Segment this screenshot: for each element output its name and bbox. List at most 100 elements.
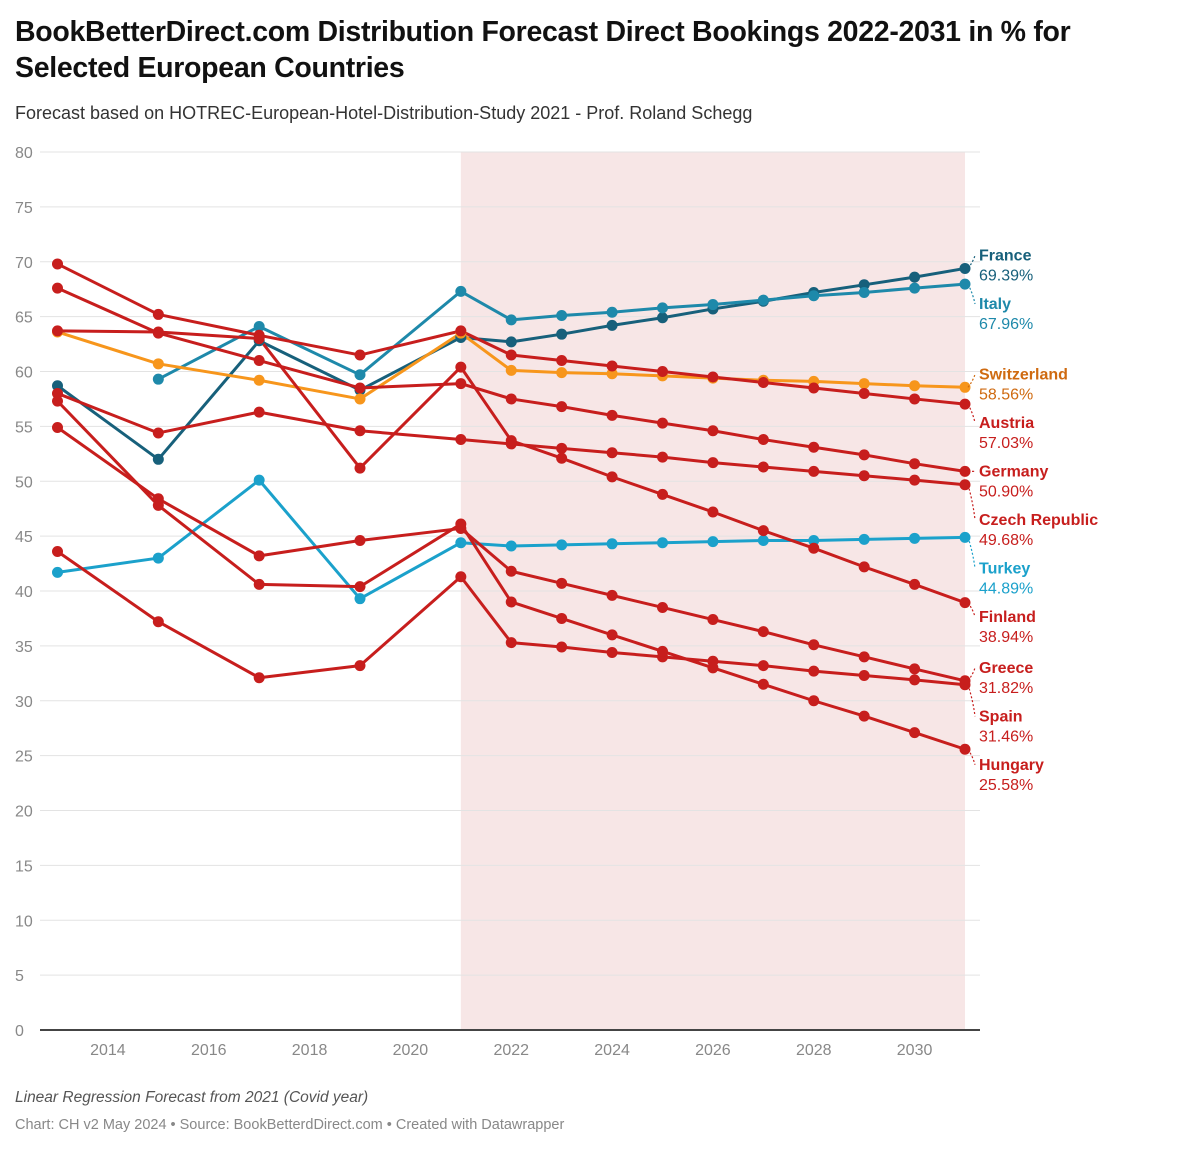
data-point-germany: [707, 425, 719, 437]
series-line-italy: [157, 282, 966, 381]
y-tick-label: 80: [15, 145, 33, 162]
data-point-finland: [253, 333, 265, 345]
data-point-france: [909, 271, 921, 283]
data-point-hungary: [455, 518, 467, 530]
data-point-austria: [858, 387, 870, 399]
chart-subtitle: Forecast based on HOTREC-European-Hotel-…: [15, 103, 753, 123]
data-point-spain: [757, 660, 769, 672]
data-point-turkey: [959, 531, 971, 543]
data-point-turkey: [455, 537, 467, 549]
y-tick-label: 5: [15, 968, 24, 985]
data-point-spain: [909, 674, 921, 686]
series-label-italy: Italy: [979, 296, 1011, 313]
data-point-italy: [959, 278, 971, 290]
y-tick-label: 10: [15, 913, 33, 930]
data-point-turkey: [253, 474, 265, 486]
data-point-germany: [657, 417, 668, 429]
data-point-czech-republic: [354, 425, 366, 437]
y-tick-label: 35: [15, 639, 33, 656]
data-point-hungary: [858, 710, 870, 722]
data-point-austria: [959, 398, 971, 410]
data-point-hungary: [959, 743, 971, 755]
data-point-greece: [354, 535, 366, 547]
data-point-finland: [757, 525, 769, 537]
data-point-austria: [556, 355, 568, 367]
y-tick-label: 60: [15, 365, 33, 382]
x-tick-label: 2026: [695, 1042, 731, 1059]
data-point-france: [152, 453, 164, 465]
data-point-greece: [52, 421, 63, 433]
data-point-finland: [808, 542, 820, 554]
y-tick-label: 20: [15, 804, 33, 821]
series-value-austria: 57.03%: [979, 435, 1033, 452]
data-point-italy: [808, 290, 820, 302]
data-point-czech-republic: [959, 479, 971, 491]
label-leader-austria: [967, 403, 976, 423]
data-point-czech-republic: [858, 470, 870, 482]
data-point-turkey: [52, 566, 63, 578]
data-point-austria: [52, 258, 63, 270]
data-point-italy: [505, 314, 517, 326]
data-point-switzerland: [959, 381, 971, 393]
data-point-czech-republic: [808, 465, 820, 477]
series-label-finland: Finland: [979, 609, 1036, 626]
series-label-hungary: Hungary: [979, 757, 1044, 774]
data-point-greece: [858, 651, 870, 663]
data-point-turkey: [556, 539, 568, 551]
y-tick-label: 30: [15, 694, 33, 711]
data-point-turkey: [606, 538, 618, 550]
series-value-turkey: 44.89%: [979, 580, 1033, 597]
y-tick-label: 55: [15, 419, 33, 436]
data-point-greece: [253, 550, 265, 562]
y-tick-label: 25: [15, 749, 33, 766]
axis-layer: 0 5 10 15 20 25 30 35 40 45 50 55 60 65 70 75 80 2014 2016…: [15, 145, 980, 1059]
series-label-spain: Spain: [979, 708, 1023, 725]
data-point-germany: [505, 393, 517, 405]
data-point-finland: [556, 452, 568, 464]
x-tick-label: 2024: [594, 1042, 630, 1059]
series-label-greece: Greece: [979, 660, 1033, 677]
data-point-hungary: [657, 645, 668, 657]
data-point-switzerland: [909, 380, 921, 392]
data-point-austria: [505, 349, 517, 361]
data-point-hungary: [606, 629, 618, 641]
data-point-spain: [959, 679, 971, 691]
data-point-turkey: [757, 535, 769, 547]
data-point-france: [959, 262, 971, 274]
data-point-finland: [959, 597, 971, 609]
data-point-czech-republic: [657, 451, 668, 463]
data-point-germany: [354, 382, 366, 394]
data-point-turkey: [808, 535, 820, 547]
x-tick-label: 2022: [493, 1042, 529, 1059]
data-point-austria: [455, 325, 467, 337]
data-point-greece: [606, 589, 618, 601]
label-leader-turkey: [967, 537, 976, 569]
data-point-hungary: [707, 662, 719, 674]
data-point-hungary: [354, 581, 366, 593]
data-point-austria: [606, 360, 618, 372]
x-tick-label: 2018: [292, 1042, 328, 1059]
data-point-greece: [657, 601, 668, 613]
data-point-germany: [606, 409, 618, 421]
data-point-hungary: [808, 695, 820, 707]
data-point-hungary: [556, 612, 568, 624]
data-point-germany: [959, 465, 971, 477]
data-point-spain: [505, 637, 517, 649]
x-tick-label: 2020: [393, 1042, 429, 1059]
data-point-switzerland: [556, 367, 568, 379]
data-point-italy: [657, 302, 668, 314]
chart-byline: Chart: CH v2 May 2024 • Source: BookBett…: [15, 1117, 565, 1133]
data-point-greece: [707, 614, 719, 626]
data-point-germany: [909, 458, 921, 470]
data-point-greece: [556, 577, 568, 589]
data-point-finland: [455, 361, 467, 373]
y-tick-label: 65: [15, 310, 33, 327]
data-point-greece: [909, 663, 921, 675]
label-leader-france: [967, 255, 976, 269]
data-point-turkey: [505, 540, 517, 552]
data-point-austria: [354, 349, 366, 361]
data-point-switzerland: [253, 374, 265, 386]
data-point-czech-republic: [556, 442, 568, 454]
data-point-germany: [52, 282, 63, 294]
data-point-france: [606, 319, 618, 331]
